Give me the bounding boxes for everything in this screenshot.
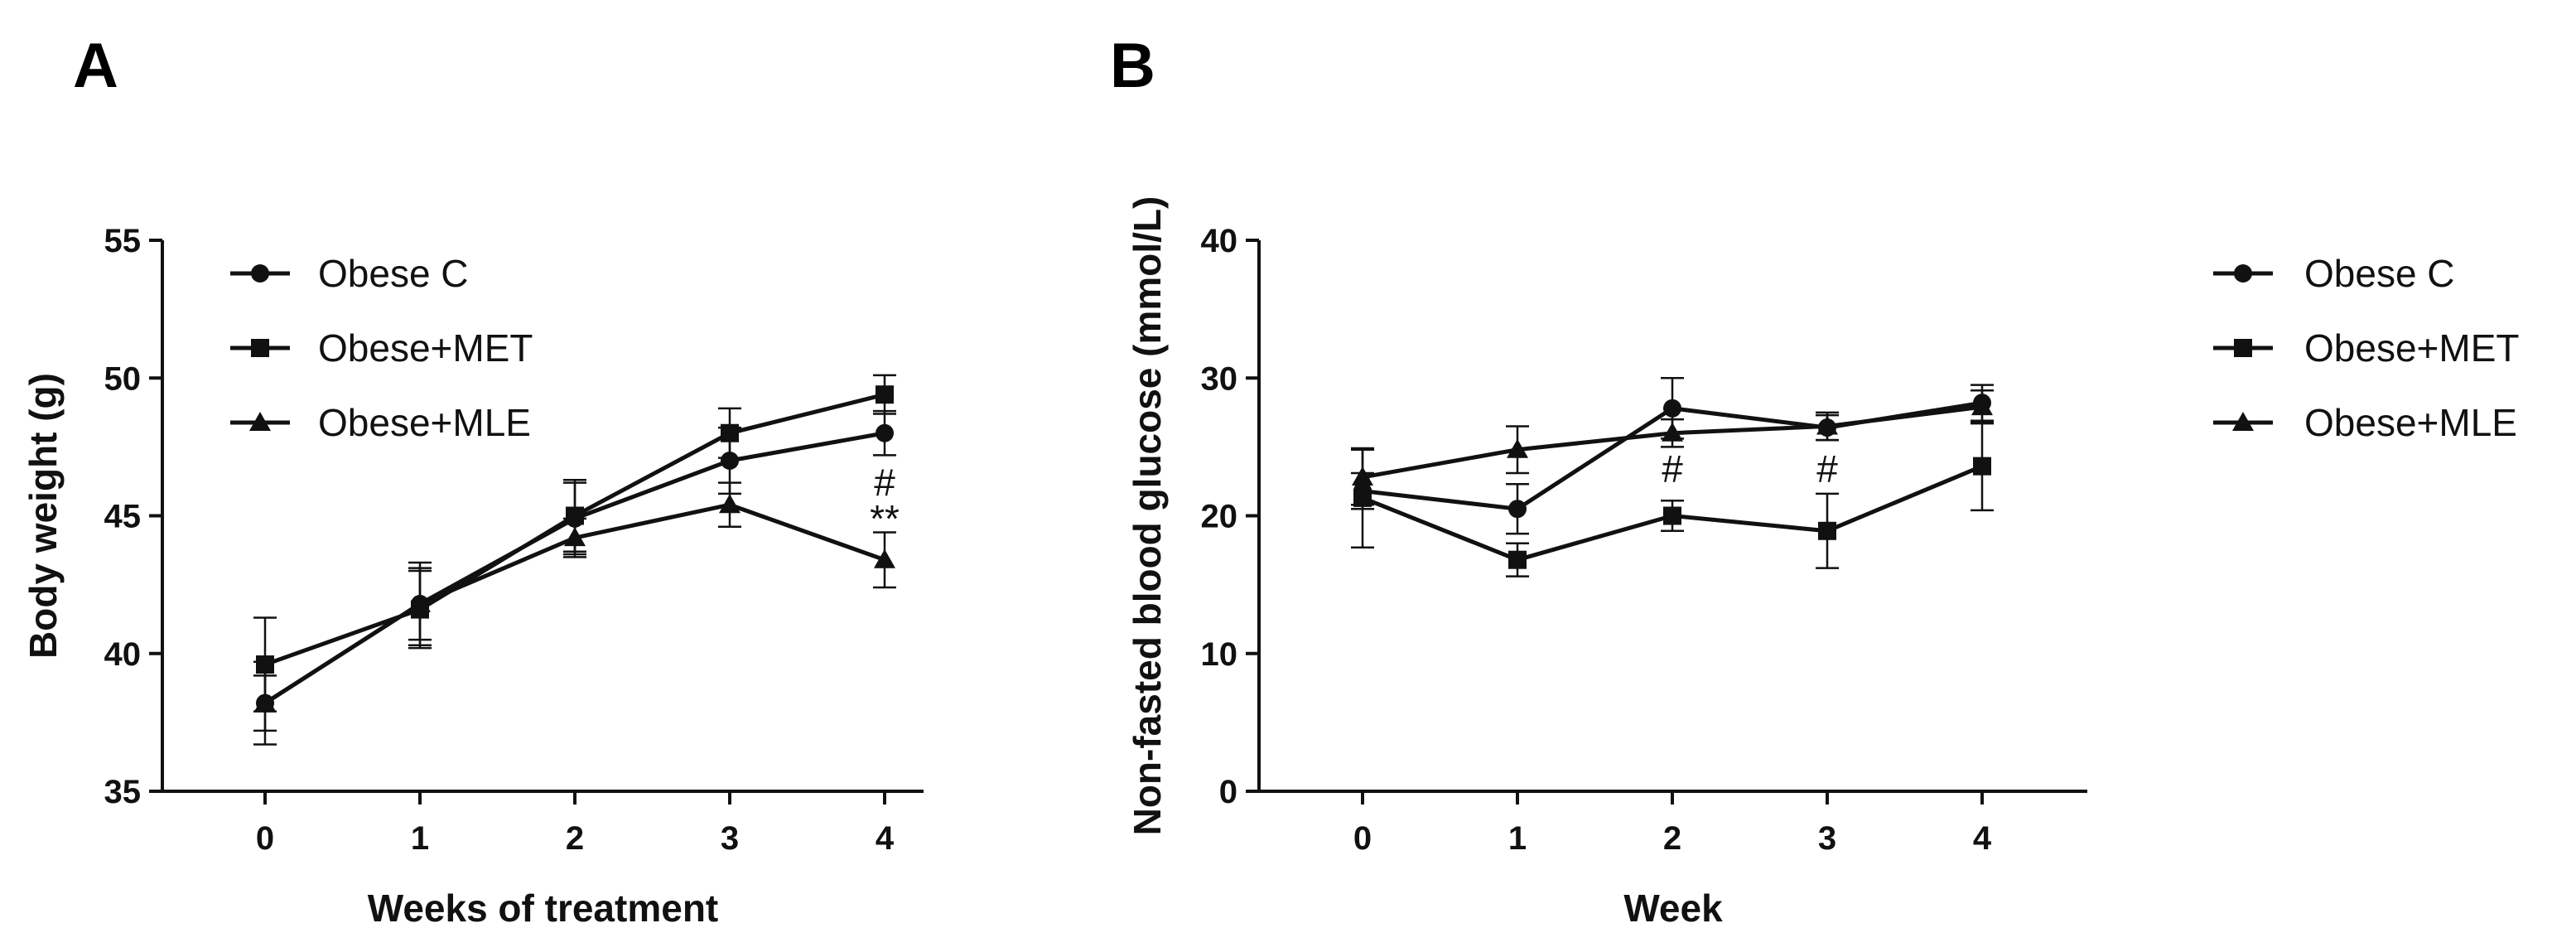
y-tick-label: 20 [1201,499,1238,535]
data-point-triangle [254,692,276,712]
legend-entry: Obese+MLE [230,401,531,444]
data-point-triangle [564,527,586,547]
legend-label: Obese C [2304,252,2455,295]
panel-label: B [1110,31,1155,101]
x-axis-title: Week [1623,887,1723,930]
legend-marker-circle [251,264,269,283]
data-point-square [876,385,894,404]
chart-panel-b: B 0 10 20 30 40 0 1 2 3 4 Week Non-fasted blood gluc… [1110,31,2520,930]
data-point-circle [876,423,894,442]
legend-entry: Obese C [230,252,469,295]
data-point-square [1973,457,1991,476]
x-tick-label: 0 [256,820,274,857]
y-tick-label: 50 [104,360,142,397]
series-obese-mle [253,481,896,732]
legend-entry: Obese+MET [2213,326,2520,370]
x-axis-title: Weeks of treatment [368,887,719,930]
x-tick-label: 1 [1508,820,1527,857]
data-point-triangle [719,494,740,514]
data-point-square [256,655,274,674]
y-tick-label: 45 [104,499,142,535]
data-point-square [1508,550,1527,569]
data-point-triangle [1971,396,1993,416]
data-point-triangle [874,548,895,568]
series-obese-mle [1351,389,1994,506]
data-point-square [1663,506,1681,525]
y-tick-label: 30 [1201,360,1238,397]
legend-marker-square [2234,339,2252,357]
data-point-circle [1508,500,1527,519]
data-point-triangle [409,592,431,612]
x-tick-label: 1 [411,820,429,857]
data-point-square [566,506,584,525]
x-tick-label: 0 [1353,820,1372,857]
x-tick-label: 3 [1818,820,1836,857]
data-point-triangle [1352,466,1373,486]
legend-label: Obese+MLE [2304,401,2517,444]
legend-label: Obese+MET [318,326,533,370]
y-tick-label: 35 [104,774,142,810]
y-tick-label: 40 [1201,223,1238,259]
significance-mark: # [1662,447,1683,490]
x-tick-label: 4 [1973,820,1992,857]
x-tick-label: 2 [566,820,584,857]
y-axis-title: Non-fasted blood glucose (mmol/L) [1126,196,1169,836]
x-tick-label: 2 [1663,820,1681,857]
data-point-square [721,423,739,442]
significance-mark: # [1816,447,1838,490]
legend-marker-square [251,339,269,357]
x-tick-label: 3 [721,820,739,857]
legend-entry: Obese+MLE [2213,401,2517,444]
panel-label: A [73,31,118,101]
data-point-circle [721,452,739,470]
significance-mark: ** [870,497,900,540]
data-point-triangle [1816,415,1838,435]
chart-panel-a: A 35 40 45 50 55 0 1 2 3 4 Weeks of treatment Body w… [22,31,924,930]
y-tick-label: 55 [104,223,142,259]
legend-marker-circle [2234,264,2252,283]
data-point-circle [1663,399,1681,418]
legend-label: Obese+MET [2304,326,2520,370]
legend-marker-triangle [249,412,271,431]
series-line [263,431,885,705]
y-tick-label: 0 [1219,774,1237,810]
y-tick-label: 40 [104,636,142,673]
data-point-triangle [1507,438,1528,458]
y-axis-title: Body weight (g) [22,373,65,659]
data-point-square [1818,521,1836,540]
legend-entry: Obese C [2213,252,2455,295]
legend-entry: Obese+MET [230,326,533,370]
data-point-triangle [1662,422,1683,442]
y-tick-label: 10 [1201,636,1238,673]
series-obese-c [253,409,896,746]
legend-label: Obese C [318,252,469,295]
significance-mark: # [874,462,895,505]
legend-marker-triangle [2232,412,2254,431]
x-tick-label: 4 [876,820,895,857]
legend-label: Obese+MLE [318,401,531,444]
